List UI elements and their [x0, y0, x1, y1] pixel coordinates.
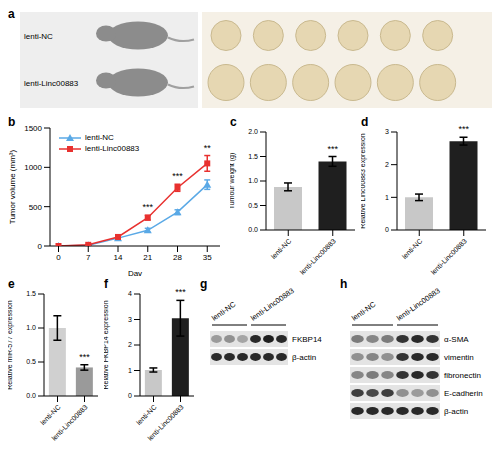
- svg-text:FKBP14: FKBP14: [292, 335, 322, 344]
- html-text:lenti-NC: lenti-NC: [85, 133, 114, 142]
- html-text:lenti-Linc00883: lenti-Linc00883: [85, 144, 140, 153]
- svg-text:lenti-NC: lenti-NC: [210, 299, 238, 322]
- svg-text:lenti-NC: lenti-NC: [401, 237, 424, 260]
- svg-text:lenti-Linc00883: lenti-Linc00883: [298, 237, 337, 276]
- svg-text:lenti-Linc00883: lenti-Linc00883: [249, 286, 296, 323]
- svg-text:3: 3: [385, 128, 389, 135]
- svg-text:lenti-Linc00883: lenti-Linc00883: [395, 286, 442, 323]
- svg-text:***: ***: [458, 124, 469, 134]
- svg-text:lenti-Linc00883: lenti-Linc00883: [24, 79, 79, 88]
- svg-text:Tumour weight (g): Tumour weight (g): [230, 153, 236, 210]
- svg-text:***: ***: [172, 171, 183, 181]
- svg-text:4: 4: [128, 290, 132, 297]
- svg-text:14: 14: [114, 253, 123, 262]
- svg-text:0.0: 0.0: [26, 392, 36, 399]
- svg-text:β-actin: β-actin: [444, 407, 468, 416]
- svg-text:Tumor volume (mm³): Tumor volume (mm³): [8, 149, 17, 224]
- svg-text:0: 0: [385, 226, 389, 233]
- svg-text:1.5: 1.5: [248, 153, 258, 160]
- svg-text:7: 7: [86, 253, 91, 262]
- html-text:e: e: [8, 277, 15, 291]
- svg-text:1.0: 1.0: [26, 324, 36, 331]
- svg-text:35: 35: [203, 253, 212, 262]
- svg-text:1: 1: [128, 367, 132, 374]
- svg-text:β-actin: β-actin: [292, 353, 316, 362]
- svg-text:1: 1: [385, 194, 389, 201]
- svg-text:1500: 1500: [24, 124, 42, 133]
- html-text:a: a: [8, 7, 15, 21]
- html-text:f: f: [104, 277, 108, 291]
- svg-text:0: 0: [128, 392, 132, 399]
- svg-text:Relative FKBP14 expression: Relative FKBP14 expression: [104, 300, 110, 389]
- html-text:h: h: [340, 277, 348, 291]
- svg-text:1.5: 1.5: [26, 290, 36, 297]
- svg-text:***: ***: [327, 144, 338, 154]
- svg-text:lenti-Linc00883: lenti-Linc00883: [146, 403, 185, 442]
- svg-text:Relative Linc00883 expression: Relative Linc00883 expression: [361, 133, 367, 228]
- svg-text:**: **: [204, 143, 212, 153]
- svg-text:0: 0: [56, 253, 61, 262]
- svg-text:3: 3: [128, 316, 132, 323]
- svg-text:lenti-Linc00883: lenti-Linc00883: [429, 237, 468, 276]
- html-text:g: g: [200, 277, 208, 291]
- svg-text:0.5: 0.5: [26, 358, 36, 365]
- svg-text:2: 2: [385, 161, 389, 168]
- svg-text:***: ***: [175, 287, 186, 297]
- svg-text:lenti-NC: lenti-NC: [350, 299, 378, 322]
- svg-text:lenti-Linc00883: lenti-Linc00883: [50, 403, 89, 442]
- svg-text:vimentin: vimentin: [444, 353, 474, 362]
- svg-text:500: 500: [29, 203, 43, 212]
- svg-text:fibronectin: fibronectin: [444, 371, 481, 380]
- svg-text:***: ***: [79, 352, 90, 362]
- html-text:c: c: [230, 115, 237, 129]
- svg-text:2: 2: [128, 341, 132, 348]
- svg-text:***: ***: [142, 202, 153, 212]
- svg-text:0: 0: [38, 242, 43, 251]
- svg-text:Day: Day: [128, 269, 142, 276]
- html-text:d: d: [361, 115, 369, 129]
- svg-text:lenti-NC: lenti-NC: [270, 237, 293, 260]
- svg-text:0.0: 0.0: [248, 226, 258, 233]
- svg-text:lenti-NC: lenti-NC: [24, 32, 53, 41]
- svg-text:Relative miR-577 expression: Relative miR-577 expression: [8, 300, 14, 390]
- html-text:b: b: [8, 115, 16, 129]
- svg-text:1000: 1000: [24, 163, 42, 172]
- svg-text:2.0: 2.0: [248, 128, 258, 135]
- svg-text:1.0: 1.0: [248, 177, 258, 184]
- svg-text:0.5: 0.5: [248, 202, 258, 209]
- svg-text:E-cadherin: E-cadherin: [444, 389, 483, 398]
- svg-text:lenti-NC: lenti-NC: [39, 403, 62, 426]
- svg-text:28: 28: [173, 253, 182, 262]
- svg-text:α-SMA: α-SMA: [444, 335, 469, 344]
- svg-text:lenti-NC: lenti-NC: [135, 403, 158, 426]
- svg-text:21: 21: [143, 253, 152, 262]
